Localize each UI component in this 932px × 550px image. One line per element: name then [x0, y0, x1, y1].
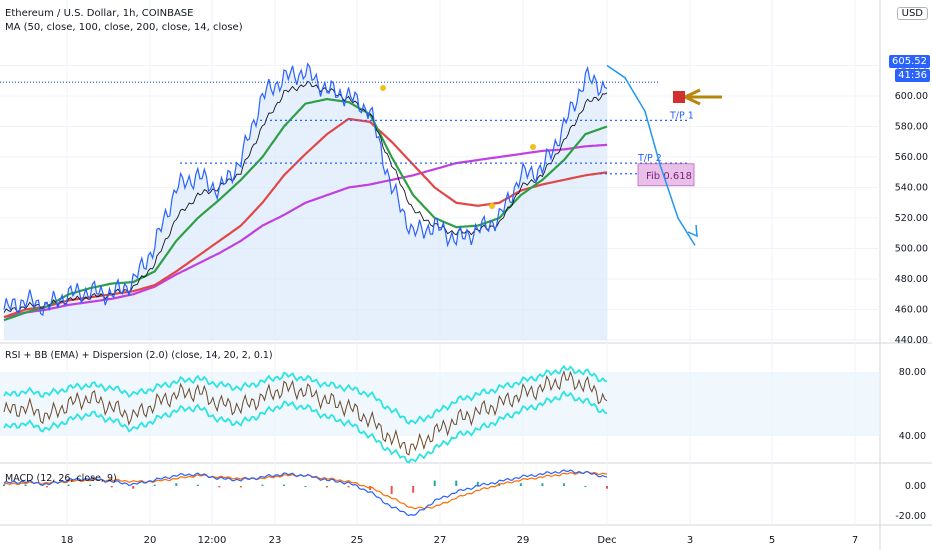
macd-tick-label: 0.00: [905, 481, 926, 492]
ma-legend: MA (50, close, 100, close, 200, close, 1…: [5, 22, 243, 33]
x-tick-label: 7: [852, 535, 858, 546]
last-price-tag: 605.52: [889, 55, 930, 68]
price-panel[interactable]: T/P 1 T/P 2 Fib 0.618: [0, 62, 722, 341]
forecast-arrowhead: [687, 224, 698, 238]
macd-line: [3, 469, 608, 517]
tp1-label: T/P 1: [669, 110, 694, 121]
x-tick-label: 29: [517, 535, 530, 546]
x-tick-label: 20: [144, 535, 157, 546]
macd-histogram-bar: [519, 483, 522, 486]
fib-label: Fib 0.618: [646, 171, 692, 182]
macd-histogram-bar: [196, 484, 199, 486]
macd-histogram-bar: [89, 484, 92, 486]
price-tick-label: 500.00: [895, 244, 928, 255]
price-tick-label: 600.00: [895, 91, 928, 102]
macd-histogram-bar: [110, 486, 113, 488]
price-tick-label: 440.00: [895, 335, 928, 346]
macd-histogram-bar: [562, 483, 565, 486]
rsi-tick-label: 80.00: [899, 367, 926, 378]
macd-histogram-bar: [347, 486, 350, 488]
macd-histogram-bar: [153, 484, 156, 486]
currency-button[interactable]: USD: [896, 7, 928, 20]
macd-histogram-bar: [282, 484, 285, 486]
macd-tick-label: -20.00: [895, 511, 926, 522]
macd-histogram-bar: [24, 484, 27, 486]
price-tick-label: 560.00: [895, 152, 928, 163]
price-tick-label: 580.00: [895, 122, 928, 133]
x-tick-label: 25: [351, 535, 364, 546]
signal-dot: [489, 203, 495, 209]
fib-box: [637, 163, 695, 187]
macd-histogram-bar: [412, 486, 415, 493]
macd-histogram-bar: [175, 483, 178, 486]
macd-histogram-bar: [239, 486, 242, 488]
x-tick-label: 3: [687, 535, 693, 546]
macd-histogram-bar: [369, 486, 372, 491]
bar-countdown: 41:36: [895, 69, 930, 82]
macd-histogram-bar: [584, 486, 587, 487]
rsi-panel[interactable]: [0, 364, 880, 464]
rsi-band: [0, 372, 880, 436]
macd-label: MACD (12, 26, close, 9): [5, 473, 117, 484]
chart-title: Ethereum / U.S. Dollar, 1h, COINBASE: [5, 8, 194, 19]
macd-histogram-bar: [46, 486, 49, 488]
macd-histogram-bar: [304, 486, 307, 487]
x-tick-label: 5: [769, 535, 775, 546]
signal-dot: [530, 144, 536, 150]
forecast-path: [606, 64, 696, 246]
macd-histogram-bar: [541, 483, 544, 486]
x-tick-label: 12:00: [198, 535, 227, 546]
macd-histogram-bar: [67, 484, 70, 486]
series-ma-14: [3, 80, 608, 313]
tp2-label: T/P 2: [637, 153, 662, 164]
x-tick-label: 18: [61, 535, 74, 546]
macd-histogram-bar: [326, 486, 329, 488]
x-tick-label: 27: [434, 535, 447, 546]
rsi-bb-upper: [3, 364, 608, 425]
macd-panel[interactable]: [3, 469, 608, 517]
price-tick-label: 520.00: [895, 213, 928, 224]
macd-histogram-bar: [3, 484, 5, 486]
series-ethusd: [3, 62, 608, 317]
rsi-bb-lower: [3, 390, 608, 464]
rsi-rsi: [3, 369, 608, 456]
target-arrow-icon: [681, 88, 722, 106]
macd-histogram-bar: [261, 484, 264, 486]
price-tick-label: 540.00: [895, 183, 928, 194]
macd-histogram-bar: [218, 486, 221, 488]
price-tick-label: 480.00: [895, 274, 928, 285]
macd-histogram-bar: [455, 480, 458, 486]
macd-histogram-bar: [132, 486, 135, 489]
macd-histogram-bar: [606, 486, 608, 489]
macd-histogram-bar: [433, 480, 436, 486]
x-tick-label: 23: [269, 535, 282, 546]
rsi-label: RSI + BB (EMA) + Dispersion (2.0) (close…: [5, 350, 273, 361]
macd-histogram-bar: [498, 483, 501, 486]
signal-dot: [380, 85, 386, 91]
x-tick-label: Dec: [597, 535, 616, 546]
macd-histogram-bar: [390, 486, 393, 495]
rsi-tick-label: 40.00: [899, 431, 926, 442]
macd-histogram-bar: [476, 481, 479, 486]
price-tick-label: 460.00: [895, 305, 928, 316]
target-marker-icon: [673, 91, 685, 103]
